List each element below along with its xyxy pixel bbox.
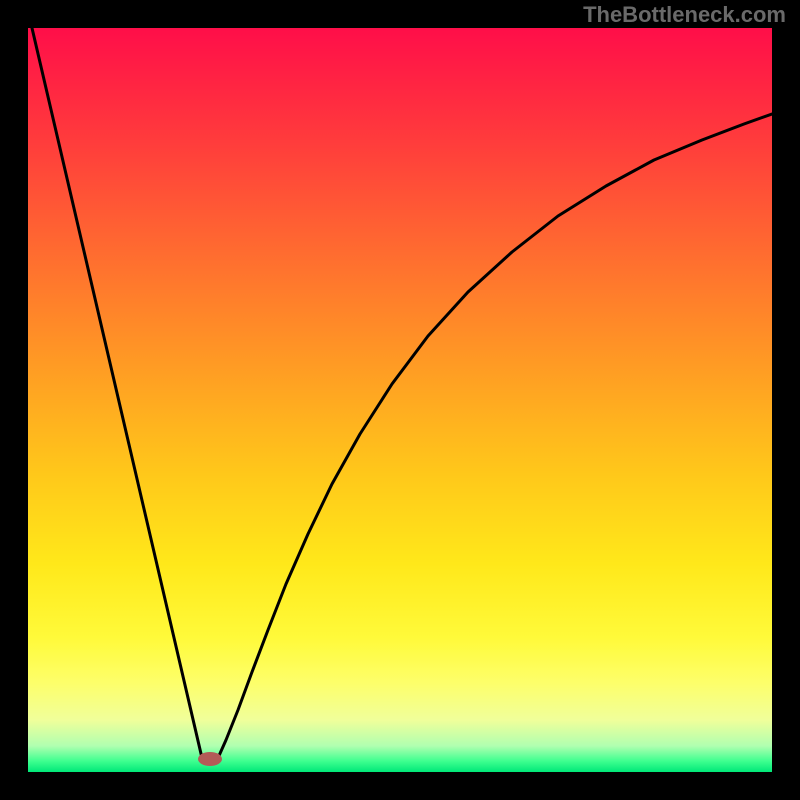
chart-svg	[0, 0, 800, 800]
watermark-text: TheBottleneck.com	[583, 2, 786, 28]
bottleneck-chart: TheBottleneck.com	[0, 0, 800, 800]
optimum-marker	[198, 752, 222, 766]
plot-background	[28, 28, 772, 772]
